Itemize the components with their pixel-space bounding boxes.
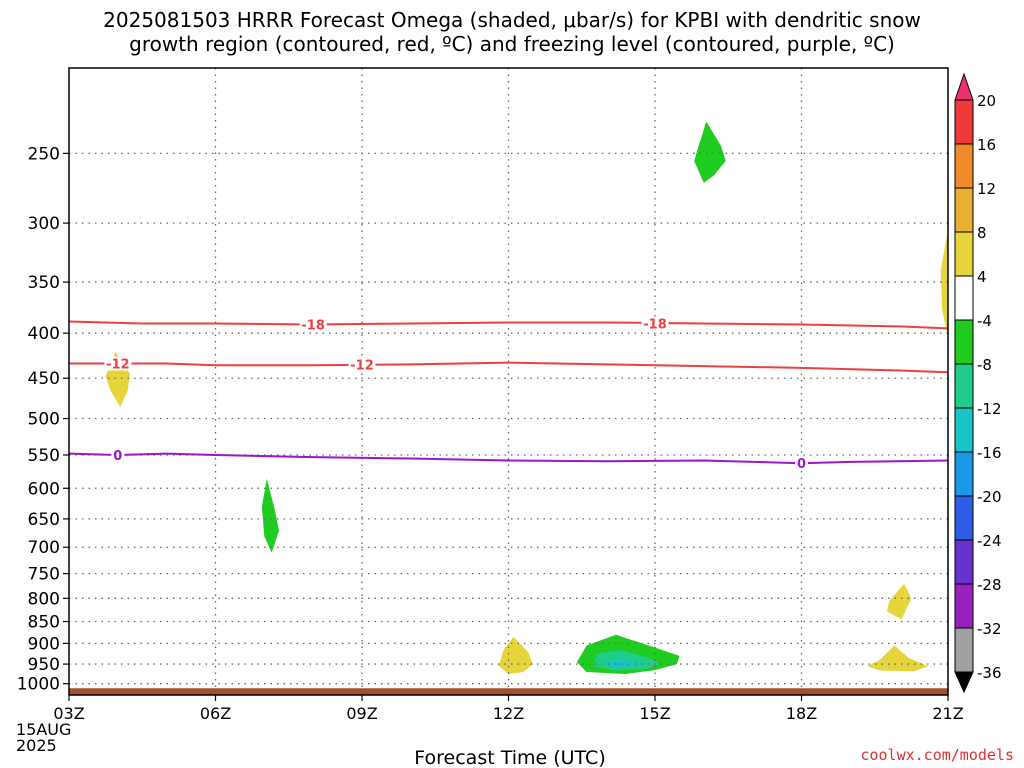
colorbar-label-2: 16	[977, 136, 996, 154]
colorbar-label-14: -36	[977, 664, 1002, 682]
omega-region-5	[498, 637, 533, 674]
contour-line-3	[68, 452, 949, 465]
y-tick-label-850: 850	[28, 613, 60, 633]
omega-region-2	[261, 478, 279, 553]
colorbar-swatch-2	[954, 143, 974, 189]
colorbar-label-8: -12	[977, 400, 1002, 418]
colorbar-label-9: -16	[977, 444, 1002, 462]
y-tick-label-600: 600	[28, 479, 60, 499]
contour-label-bg-1	[299, 317, 327, 332]
colorbar-swatch-12	[954, 583, 974, 629]
y-tick-label-300: 300	[28, 214, 60, 234]
y-tick-label-700: 700	[28, 538, 60, 558]
contour-label-bg-3	[104, 356, 132, 371]
colorbar-label-12: -28	[977, 576, 1002, 594]
title-line-2: growth region (contoured, red, ºC) and f…	[129, 32, 895, 56]
y-tick-label-450: 450	[28, 369, 60, 389]
contour-label-bg-6	[795, 456, 808, 471]
x-tick-label-21Z: 21Z	[932, 704, 963, 723]
contour-label-1: -18	[301, 318, 325, 333]
y-tick-label-350: 350	[28, 273, 60, 293]
date-label-2: 2025	[16, 736, 57, 755]
colorbar-swatch-10	[954, 495, 974, 541]
omega-region-8	[606, 658, 638, 668]
chart-title: 2025081503 HRRR Forecast Omega (shaded, …	[0, 8, 1024, 56]
colorbar-swatch-8	[954, 407, 974, 453]
colorbar-swatch-7	[954, 363, 974, 409]
colorbar-swatch-4	[954, 231, 974, 277]
date-label-1: 15AUG	[16, 720, 71, 739]
colorbar-label-1: 20	[977, 92, 996, 110]
colorbar-swatch-top	[954, 72, 974, 101]
y-tick-label-1000: 1000	[17, 675, 60, 695]
y-tick-label-950: 950	[28, 655, 60, 675]
omega-region-9	[887, 583, 912, 620]
x-axis-title: Forecast Time (UTC)	[414, 747, 605, 768]
colorbar-label-10: -20	[977, 488, 1002, 506]
title-line-1: 2025081503 HRRR Forecast Omega (shaded, …	[103, 8, 921, 32]
contour-label-bg-2	[641, 316, 669, 331]
contour-label-bg-4	[348, 357, 376, 372]
contour-label-4: -12	[350, 358, 374, 373]
colorbar-swatch-bottom	[954, 671, 974, 694]
y-tick-label-650: 650	[28, 510, 60, 530]
colorbar-swatch-3	[954, 187, 974, 233]
x-tick-label-18Z: 18Z	[786, 704, 817, 723]
y-tick-label-550: 550	[28, 446, 60, 466]
x-tick-label-12Z: 12Z	[493, 704, 524, 723]
y-tick-label-400: 400	[28, 324, 60, 344]
colorbar-swatch-1	[954, 99, 974, 145]
colorbar-label-3: 12	[977, 180, 996, 198]
y-tick-label-800: 800	[28, 589, 60, 609]
contour-line-2	[69, 361, 949, 374]
colorbar-label-5: 4	[977, 268, 987, 286]
x-tick-label-06Z: 06Z	[200, 704, 231, 723]
colorbar-label-4: 8	[977, 224, 987, 242]
y-tick-label-500: 500	[28, 410, 60, 430]
ground-band	[69, 688, 948, 695]
omega-region-3	[694, 121, 726, 183]
colorbar-swatch-9	[954, 451, 974, 497]
contour-label-2: -18	[643, 317, 667, 332]
colorbar-swatch-13	[954, 627, 974, 673]
colorbar-label-13: -32	[977, 620, 1002, 638]
contour-label-bg-5	[111, 447, 125, 462]
contour-line-1	[68, 320, 949, 330]
contour-label-6: 0	[797, 457, 806, 472]
colorbar-label-6: -4	[977, 312, 992, 330]
omega-region-10	[867, 645, 929, 672]
credit-label[interactable]: coolwx.com/models	[860, 746, 1014, 764]
x-tick-label-15Z: 15Z	[639, 704, 670, 723]
colorbar-label-7: -8	[977, 356, 992, 374]
colorbar-swatch-6	[954, 319, 974, 365]
y-tick-label-900: 900	[28, 634, 60, 654]
y-tick-label-750: 750	[28, 565, 60, 585]
omega-region-4	[940, 229, 948, 338]
x-tick-label-09Z: 09Z	[346, 704, 377, 723]
colorbar-label-11: -24	[977, 532, 1002, 550]
colorbar-swatch-5	[954, 275, 974, 321]
contour-label-5: 0	[113, 449, 122, 464]
x-tick-label-03Z: 03Z	[53, 704, 84, 723]
colorbar-swatch-11	[954, 539, 974, 585]
y-tick-label-250: 250	[28, 144, 60, 164]
contour-label-3: -12	[106, 357, 130, 372]
